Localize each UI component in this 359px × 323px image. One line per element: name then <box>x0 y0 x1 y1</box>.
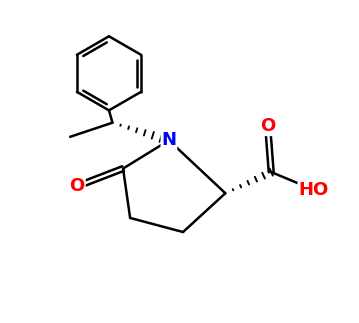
Text: N: N <box>162 131 176 149</box>
Text: HO: HO <box>298 181 328 199</box>
Text: O: O <box>260 117 275 135</box>
Text: O: O <box>70 177 85 195</box>
